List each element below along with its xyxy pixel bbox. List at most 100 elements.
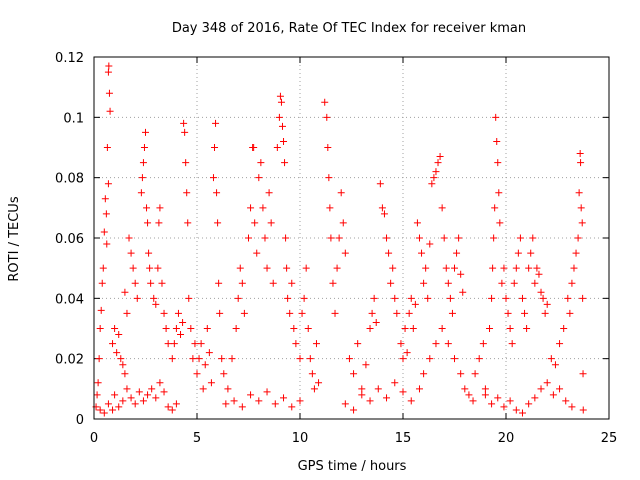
data-point [177,331,185,339]
data-point [556,340,564,348]
data-point [199,385,207,393]
data-point [158,279,166,287]
chart-title: Day 348 of 2016, Rate Of TEC Index for r… [172,21,526,36]
y-tick-label: 0.1 [63,111,84,126]
data-point [298,309,306,317]
data-point [222,400,230,408]
data-point [444,279,452,287]
data-point [109,340,117,348]
data-point [508,340,516,348]
data-point [426,355,434,363]
data-point [494,394,502,402]
data-point [537,385,545,393]
data-point [436,153,444,161]
data-point [276,92,284,100]
data-point [95,355,103,363]
y-tick-label: 0.08 [55,172,84,187]
data-point [434,159,442,167]
x-tick-label: 25 [601,431,618,446]
data-point [119,361,127,369]
data-point [339,219,347,227]
data-point [104,400,112,408]
data-point [512,264,520,272]
data-point [407,397,415,405]
y-tick-label: 0.02 [55,353,84,368]
y-tick-label: 0 [76,413,84,428]
data-point [451,355,458,363]
data-point [493,137,501,145]
data-point [180,119,188,127]
data-point [479,340,487,348]
data-point [156,379,164,387]
data-point [164,340,172,348]
data-point [207,379,215,387]
data-point [142,128,149,136]
data-point [101,195,109,203]
data-point [290,325,298,332]
data-point [444,340,452,348]
data-point [103,240,111,248]
data-point [415,385,423,393]
data-point [195,355,203,363]
data-point [184,219,192,227]
data-point [448,309,456,317]
data-point [111,325,119,332]
data-point [139,397,147,405]
data-point [306,355,314,363]
data-point [286,309,294,317]
x-tick-label: 10 [292,431,309,446]
data-point [168,406,176,414]
data-point [413,219,421,227]
data-point [121,370,129,378]
data-point [512,406,520,414]
data-point [549,391,557,399]
grid-lines [94,57,609,419]
data-point [455,234,463,242]
x-tick-label: 0 [90,431,98,446]
data-point [230,397,238,405]
data-point [121,288,129,296]
data-point [521,309,529,317]
data-point [506,325,514,332]
data-point [321,98,329,106]
data-point [418,249,426,257]
data-point [465,391,473,399]
data-point [162,325,170,332]
data-point [562,397,570,405]
data-point [144,391,152,399]
data-point [263,264,271,272]
data-point [442,264,450,272]
data-point [113,349,121,357]
data-point [300,294,308,302]
data-point [393,309,401,317]
data-point [296,355,304,363]
data-point [422,264,430,272]
data-point [251,219,259,227]
data-point [228,355,236,363]
x-tick-label: 5 [193,431,201,446]
data-point [350,406,358,414]
data-point [94,379,102,387]
data-point [255,397,263,405]
data-point [523,325,531,332]
data-point [579,406,587,414]
data-point [327,234,335,242]
data-point [263,388,271,396]
data-point [376,180,384,188]
data-point [495,189,503,197]
data-point [292,340,300,348]
data-point [481,385,489,393]
data-point [102,210,110,218]
data-point [109,406,117,414]
data-point [160,388,168,396]
data-point [105,62,113,70]
data-point [234,294,242,302]
y-axis-label: ROTI / TECUs [7,196,22,281]
data-point [103,144,111,151]
data-point [283,264,291,272]
data-point [127,394,135,402]
data-point [341,249,349,257]
data-point [428,180,436,188]
x-axis-label: GPS time / hours [298,459,407,474]
data-point [380,210,388,218]
